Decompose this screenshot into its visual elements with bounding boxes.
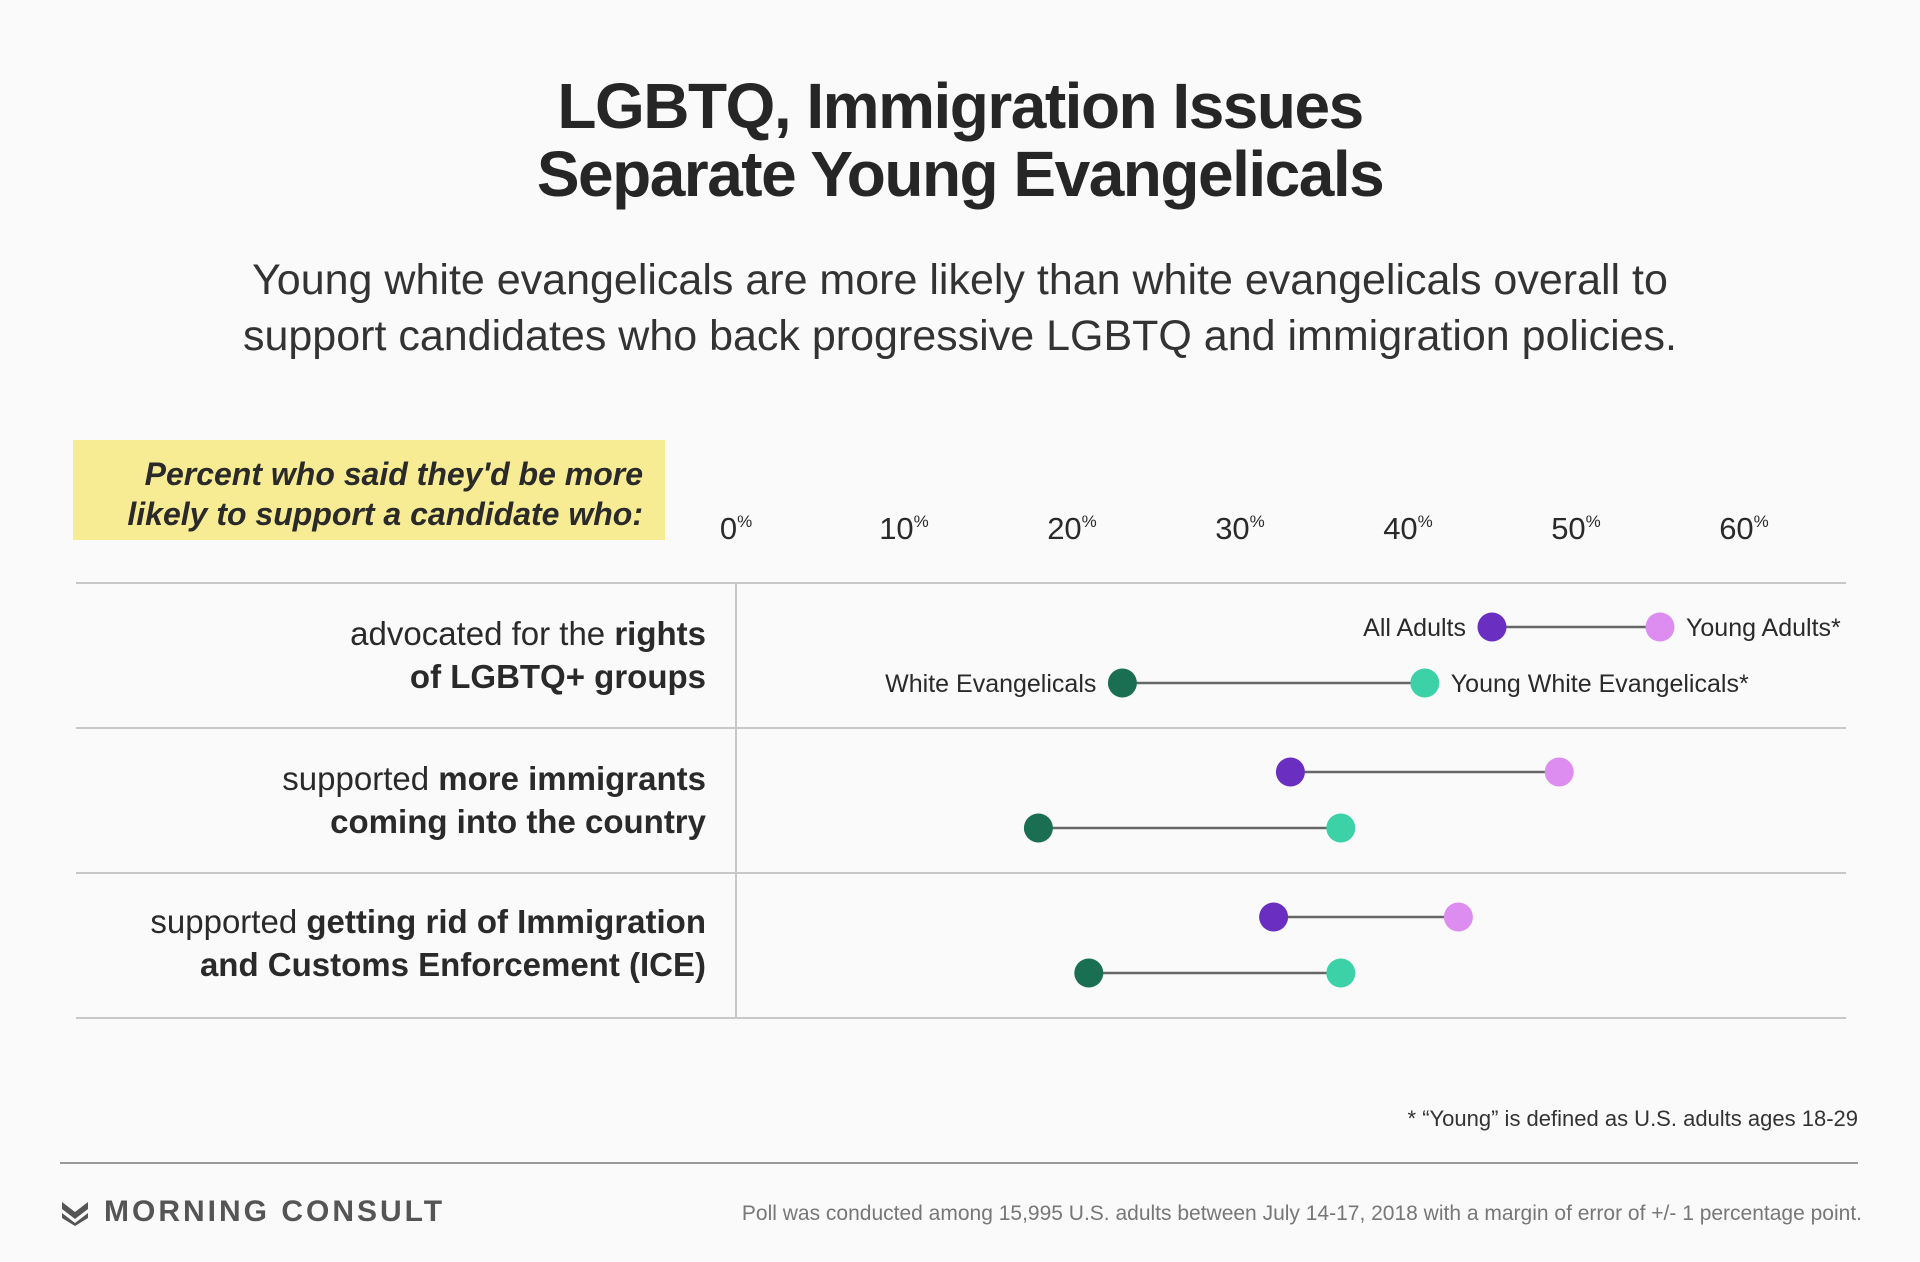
point-young-adults [1544,757,1574,787]
x-tick-label: 40% [1383,511,1433,546]
point-white-evangelicals [1107,668,1137,698]
row-label-lgbtq: advocated for the rights of LGBTQ+ group… [60,612,706,698]
brand-name: MORNING CONSULT [104,1195,446,1228]
row-label-bold: and Customs Enforcement (ICE) [199,946,706,983]
series-label: White Evangelicals [885,670,1096,698]
chart-subtitle: Young white evangelicals are more likely… [0,252,1920,364]
question-line2: likely to support a candidate who: [127,496,643,532]
point-young-white-evangelicals [1326,958,1356,988]
point-young-adults [1645,612,1675,642]
source-note: Poll was conducted among 15,995 U.S. adu… [741,1202,1862,1225]
x-tick-label: 30% [1215,511,1265,546]
point-young-white-evangelicals [1410,668,1440,698]
row-label-bold: coming into the country [330,803,706,840]
x-tick-label: 60% [1719,511,1769,546]
question-highlight-box: Percent who said they'd be more likely t… [73,440,665,540]
x-tick-label: 0% [720,511,752,546]
chart-title-line2: Separate Young Evangelicals [536,138,1385,210]
point-all-adults [1477,612,1507,642]
x-tick-label: 50% [1551,511,1601,546]
morning-consult-logo-icon [62,1202,88,1226]
point-white-evangelicals [1023,813,1053,843]
point-young-adults [1443,902,1473,932]
row-label-immigrants: supported more immigrants coming into th… [60,757,706,843]
series-label: Young Adults* [1686,614,1841,642]
point-all-adults [1259,902,1289,932]
brand-logo: MORNING CONSULT [60,1192,445,1232]
row-label-bold: more immigrants [438,760,706,797]
chart-title: LGBTQ, Immigration Issues Separate Young… [0,72,1920,208]
point-all-adults [1275,757,1305,787]
footer-divider [60,1162,1858,1164]
row-label-prefix: supported [282,760,439,797]
point-white-evangelicals [1074,958,1104,988]
x-tick-label: 20% [1047,511,1097,546]
row-label-ice: supported getting rid of Immigration and… [60,900,706,986]
point-young-white-evangelicals [1326,813,1356,843]
footnote: * “Young” is defined as U.S. adults ages… [1407,1106,1858,1131]
x-tick-label: 10% [879,511,929,546]
row-label-bold: getting rid of Immigration [306,903,706,940]
row-label-prefix: advocated for the [350,615,615,652]
row-label-bold: of LGBTQ+ groups [409,658,706,695]
series-label: All Adults [1363,614,1466,642]
chart-subtitle-line1: Young white evangelicals are more likely… [252,256,1668,304]
question-line1: Percent who said they'd be more [144,456,643,492]
row-label-prefix: supported [150,903,307,940]
series-label: Young White Evangelicals* [1451,670,1749,698]
chart-subtitle-line2: support candidates who back progressive … [242,312,1678,360]
row-label-bold: rights [614,615,706,652]
chart-title-line1: LGBTQ, Immigration Issues [557,70,1364,142]
